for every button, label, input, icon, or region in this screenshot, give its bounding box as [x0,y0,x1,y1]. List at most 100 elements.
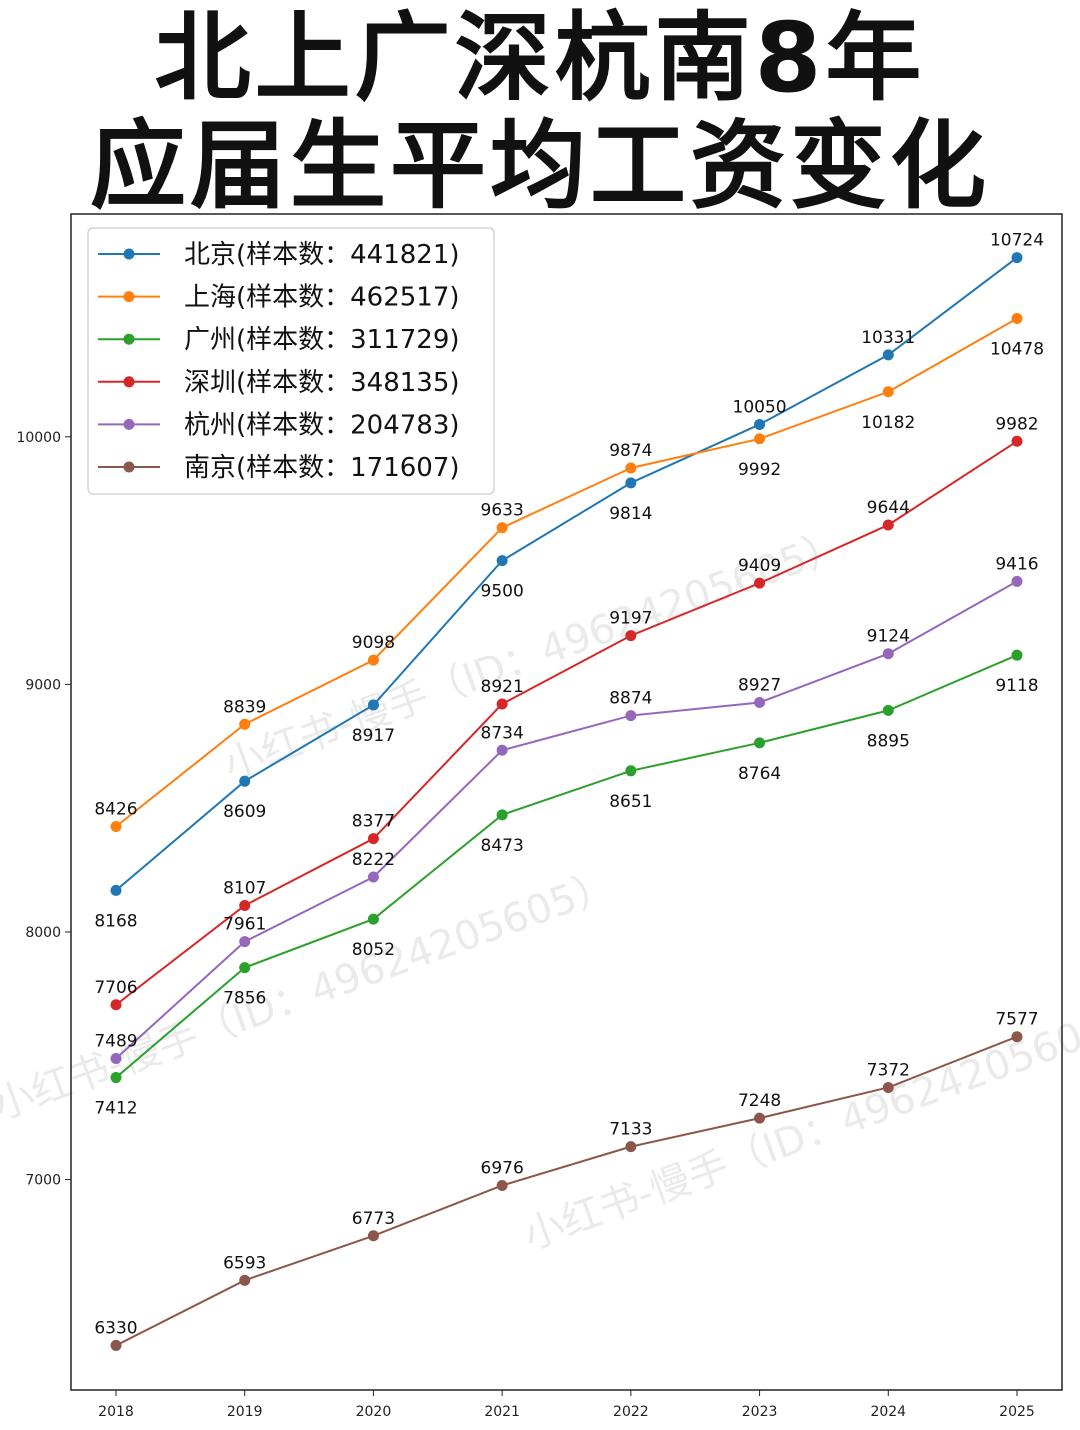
data-label: 8651 [609,792,652,812]
data-label: 9098 [352,633,395,653]
series-line [115,1035,1018,1347]
series-line [115,654,1018,1079]
x-tick-label: 2025 [999,1404,1035,1420]
data-point [1011,252,1023,264]
data-label: 8764 [738,764,781,784]
data-point [110,1072,122,1084]
data-label: 8927 [738,675,781,695]
legend-marker [123,418,135,430]
data-point [110,821,122,833]
data-label: 9644 [867,498,910,518]
data-point [882,704,894,716]
series-line [115,317,1018,828]
data-label: 9118 [995,676,1038,696]
data-point [882,386,894,398]
data-label: 9633 [481,501,524,521]
legend-label: 广州(样本数：311729) [184,325,460,355]
data-label: 10331 [861,328,915,348]
data-labels: 8168 8609 8917 9500 9814 10050 10331 10724 8426 8… [94,231,1044,1339]
data-point [882,1081,894,1093]
data-point [239,899,251,911]
legend-label: 南京(样本数：171607) [184,453,460,483]
legend-label: 北京(样本数：441821) [184,240,460,270]
data-point [367,913,379,925]
data-label: 7856 [223,989,266,1009]
data-point [625,765,637,777]
data-label: 9814 [609,504,652,524]
data-point [1011,312,1023,324]
data-point [754,433,766,445]
axes: 2018 2019 2020 2021 2022 2023 2024 2025 7000 8000… [16,430,1034,1420]
data-label: 9124 [867,627,910,647]
data-label: 9197 [609,609,652,629]
data-label: 9500 [481,582,524,602]
data-point [1011,575,1023,587]
legend-marker [123,461,135,473]
data-point [496,555,508,567]
legend-marker [123,291,135,303]
x-tick-label: 2022 [613,1404,649,1420]
data-point [367,1230,379,1242]
data-label: 8222 [352,850,395,870]
data-point [625,1141,637,1153]
y-tick-label: 9000 [25,677,61,693]
data-point [367,699,379,711]
data-label: 7133 [609,1120,652,1140]
data-label: 9874 [609,441,652,461]
legend-box [87,227,495,495]
data-label: 7372 [867,1060,910,1080]
plot-frame [70,213,1063,1391]
legend-marker [123,333,135,345]
data-label: 10182 [861,413,915,433]
data-label: 6976 [481,1158,524,1178]
data-point [754,577,766,589]
data-point [496,1179,508,1191]
series-line [115,440,1018,1006]
watermark-text: 小红书-慢手（ID：49624205605） [0,861,621,1129]
data-label: 7577 [995,1010,1038,1030]
data-point [496,698,508,710]
legend-marker [123,376,135,388]
legend-label: 深圳(样本数：348135) [184,368,460,398]
data-label: 7412 [94,1099,137,1119]
data-point [882,519,894,531]
x-tick-label: 2021 [484,1404,520,1420]
y-tick-label: 10000 [16,430,61,446]
data-label: 6773 [352,1209,395,1229]
legend-label: 杭州(样本数：204783) [184,410,460,440]
data-label: 6330 [94,1318,137,1338]
x-tick-label: 2024 [870,1404,906,1420]
data-label: 10050 [733,397,787,417]
data-point [882,648,894,660]
data-point [1011,1031,1023,1043]
data-point [367,833,379,845]
data-label: 9992 [738,460,781,480]
x-tick-label: 2023 [742,1404,778,1420]
data-label: 8052 [352,940,395,960]
series-line [115,580,1018,1060]
data-label: 10724 [990,231,1044,251]
data-point [754,418,766,430]
x-tick-label: 2018 [98,1404,134,1420]
data-label: 8874 [609,689,652,709]
y-tick-label: 7000 [25,1173,61,1189]
data-label: 9982 [995,414,1038,434]
data-label: 8839 [223,697,266,717]
chart-title-line2: 应届生平均工资变化 [90,110,990,222]
data-label: 7248 [738,1091,781,1111]
data-label: 7961 [223,915,266,935]
data-label: 7706 [94,978,137,998]
data-point [882,349,894,361]
data-point [239,718,251,730]
data-point [754,696,766,708]
data-point [367,654,379,666]
legend-label: 上海(样本数：462517) [184,283,460,313]
data-point [239,962,251,974]
data-point [496,809,508,821]
data-point [367,871,379,883]
watermark-layer: 小红书-慢手（ID：49624205605）小红书-慢手（ID：49624205… [0,521,1080,1259]
data-label: 9416 [995,554,1038,574]
data-point [110,1339,122,1351]
series-layer [110,252,1023,1351]
data-point [625,462,637,474]
